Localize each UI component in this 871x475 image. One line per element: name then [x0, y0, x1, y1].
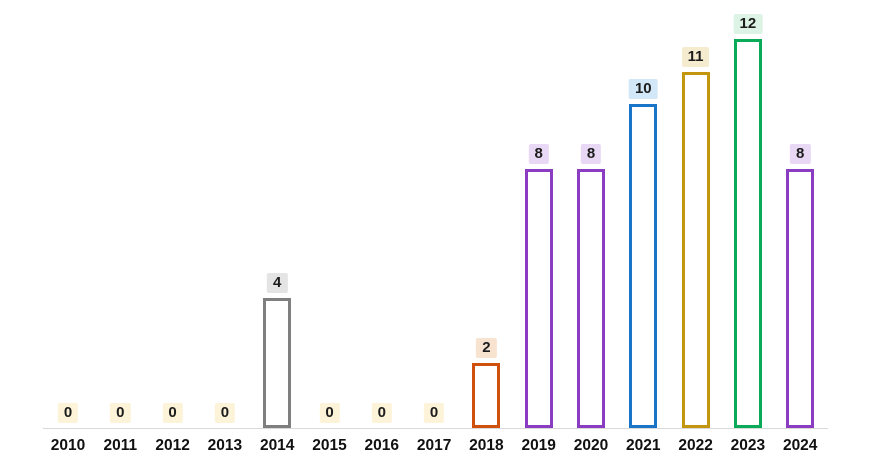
x-tick-2014: 2014 [259, 437, 295, 454]
bar-2021 [629, 104, 658, 428]
x-tick-2022: 2022 [678, 437, 713, 454]
x-tick-2012: 2012 [155, 437, 190, 454]
x-axis-line [43, 428, 828, 429]
x-tick-2024: 2024 [782, 437, 818, 454]
x-tick-2023: 2023 [730, 437, 766, 454]
x-tick-2018: 2018 [469, 437, 504, 454]
bar-2014 [263, 298, 292, 428]
bar-2023 [733, 39, 762, 428]
value-label-2024: 8 [790, 144, 811, 164]
bar-2019 [524, 169, 553, 428]
x-tick-2017: 2017 [416, 437, 452, 454]
value-label-2010: 0 [57, 403, 79, 423]
value-label-2023: 12 [733, 14, 763, 34]
x-tick-2019: 2019 [521, 437, 556, 454]
bar-2022 [681, 72, 710, 428]
x-tick-2010: 2010 [50, 437, 86, 454]
x-tick-2015: 2015 [312, 437, 347, 454]
value-label-2013: 0 [214, 403, 236, 423]
value-label-2022: 11 [681, 47, 710, 67]
bar-2020 [577, 169, 605, 428]
value-label-2014: 4 [267, 273, 288, 293]
x-tick-2020: 2020 [573, 437, 609, 454]
value-label-2017: 0 [423, 403, 445, 423]
bar-2024 [786, 169, 815, 428]
value-label-2012: 0 [162, 403, 183, 423]
value-label-2015: 0 [319, 403, 340, 423]
value-label-2019: 8 [528, 144, 549, 164]
x-tick-2021: 2021 [626, 437, 661, 454]
x-tick-2013: 2013 [207, 437, 243, 454]
value-label-2020: 8 [580, 144, 602, 164]
x-tick-2016: 2016 [364, 437, 400, 454]
value-label-2021: 10 [628, 79, 658, 99]
value-label-2018: 2 [476, 338, 497, 358]
value-label-2011: 0 [110, 403, 131, 423]
x-tick-2011: 2011 [103, 437, 138, 454]
value-label-2016: 0 [371, 403, 392, 423]
bar-2018 [472, 363, 501, 428]
